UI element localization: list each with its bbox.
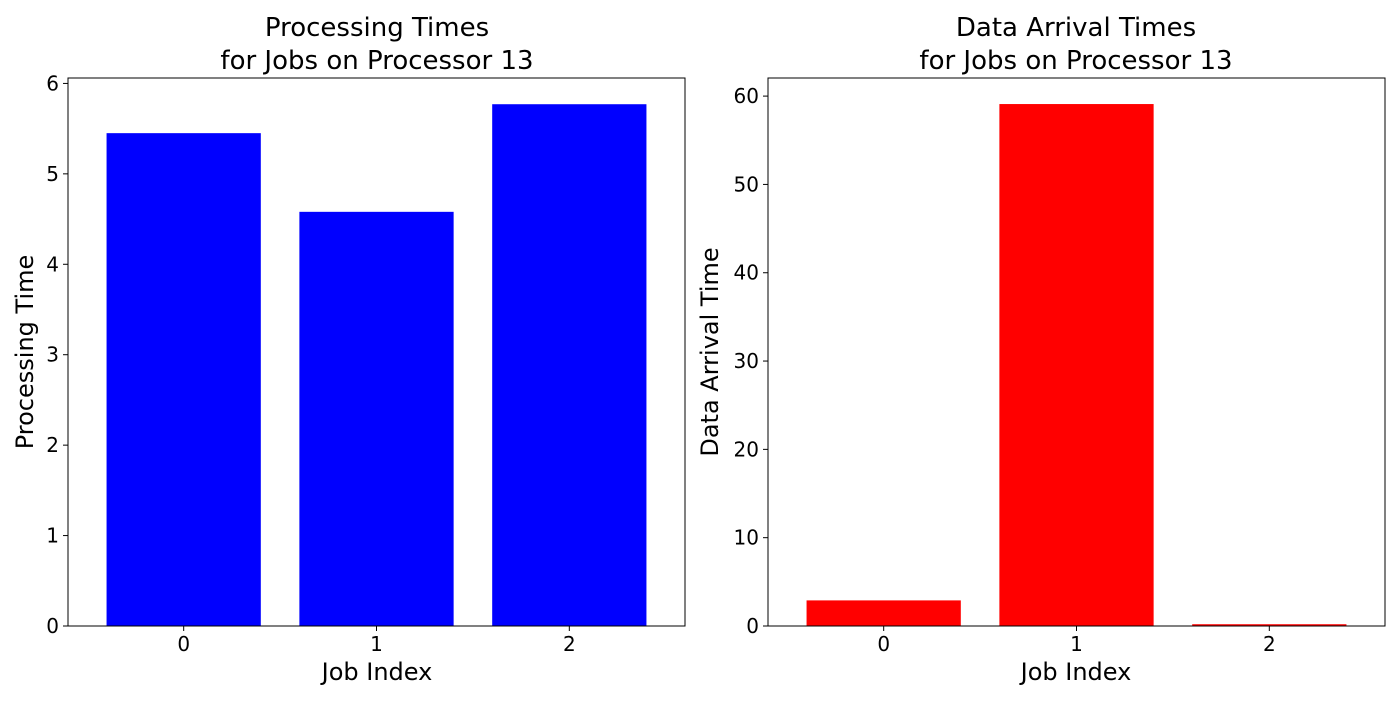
bar-job-1 — [299, 211, 454, 626]
y-tick-label: 20 — [734, 437, 759, 461]
bar-job-0 — [106, 133, 261, 626]
data-arrival-times-chart: Data Arrival Times for Jobs on Processor… — [696, 13, 1386, 686]
bars-group — [106, 104, 647, 627]
x-tick-label: 0 — [177, 632, 190, 656]
y-ticks-group: 0 10 20 30 40 50 60 — [734, 84, 768, 638]
y-tick-label: 4 — [46, 252, 59, 276]
x-tick-label: 1 — [1070, 632, 1083, 656]
bar-job-0 — [806, 600, 961, 626]
y-tick-label: 1 — [46, 524, 59, 548]
chart-title-line-2: for Jobs on Processor 13 — [919, 46, 1232, 76]
chart-title-line-1: Processing Times — [265, 13, 489, 43]
x-tick-label: 2 — [1263, 632, 1276, 656]
y-axis-label: Processing Time — [11, 255, 39, 450]
x-tick-label: 2 — [563, 632, 576, 656]
y-tick-label: 5 — [46, 162, 59, 186]
bar-job-1 — [999, 104, 1154, 627]
chart-title-line-2: for Jobs on Processor 13 — [220, 46, 533, 76]
y-tick-label: 6 — [46, 71, 59, 95]
y-ticks-group: 0 1 2 3 4 5 6 — [46, 71, 68, 638]
y-tick-label: 3 — [46, 343, 59, 367]
y-tick-label: 30 — [734, 349, 759, 373]
y-tick-label: 0 — [746, 614, 759, 638]
bar-job-2 — [492, 104, 647, 627]
y-tick-label: 0 — [46, 614, 59, 638]
y-axis-label: Data Arrival Time — [696, 247, 724, 456]
chart-title-line-1: Data Arrival Times — [956, 13, 1196, 43]
x-ticks-group: 0 1 2 — [177, 626, 576, 656]
x-tick-label: 0 — [877, 632, 890, 656]
plot-area-frame — [767, 77, 1386, 627]
x-axis-label: Job Index — [320, 658, 433, 686]
y-tick-label: 40 — [734, 261, 759, 285]
y-tick-label: 60 — [734, 84, 759, 108]
x-tick-label: 1 — [370, 632, 383, 656]
bar-job-2 — [1192, 624, 1347, 626]
bars-group — [806, 104, 1347, 627]
processing-times-chart: Processing Times for Jobs on Processor 1… — [11, 13, 686, 686]
y-tick-label: 50 — [734, 172, 759, 196]
y-tick-label: 10 — [734, 526, 759, 550]
x-axis-label: Job Index — [1019, 658, 1132, 686]
plot-area-frame — [67, 77, 686, 627]
x-ticks-group: 0 1 2 — [877, 626, 1276, 656]
y-tick-label: 2 — [46, 433, 59, 457]
